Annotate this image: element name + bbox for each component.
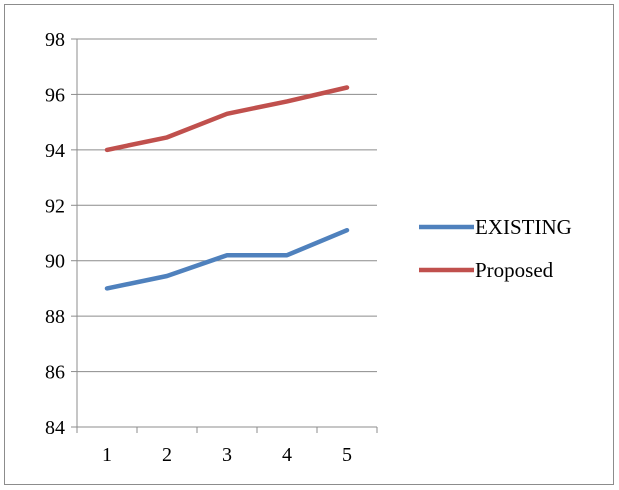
- y-tick-label-92: 92: [45, 195, 65, 217]
- y-tick-label-84: 84: [45, 417, 65, 439]
- series-line-existing: [104, 227, 350, 291]
- x-tick-label-2: 2: [162, 444, 172, 466]
- legend-label-existing: EXISTING: [475, 215, 572, 239]
- x-tick-labels: 1 2 3 4 5: [102, 444, 352, 466]
- y-tick-label-90: 90: [45, 251, 65, 273]
- y-tick-label-96: 96: [45, 84, 65, 106]
- y-tick-label-98: 98: [45, 29, 65, 51]
- y-tick-label-88: 88: [45, 306, 65, 328]
- x-tick-label-4: 4: [282, 444, 292, 466]
- x-tick-label-1: 1: [102, 444, 112, 466]
- series-lines: [104, 85, 350, 291]
- legend-label-proposed: Proposed: [475, 258, 554, 282]
- x-tick-label-5: 5: [342, 444, 352, 466]
- axes: [71, 38, 378, 433]
- legend: EXISTING Proposed: [419, 215, 572, 282]
- y-tick-labels: 84 86 88 90 92 94 96 98: [45, 29, 65, 439]
- series-line-proposed: [104, 85, 350, 153]
- y-tick-label-94: 94: [45, 140, 65, 162]
- x-tick-label-3: 3: [222, 444, 232, 466]
- y-tick-label-86: 86: [45, 362, 65, 384]
